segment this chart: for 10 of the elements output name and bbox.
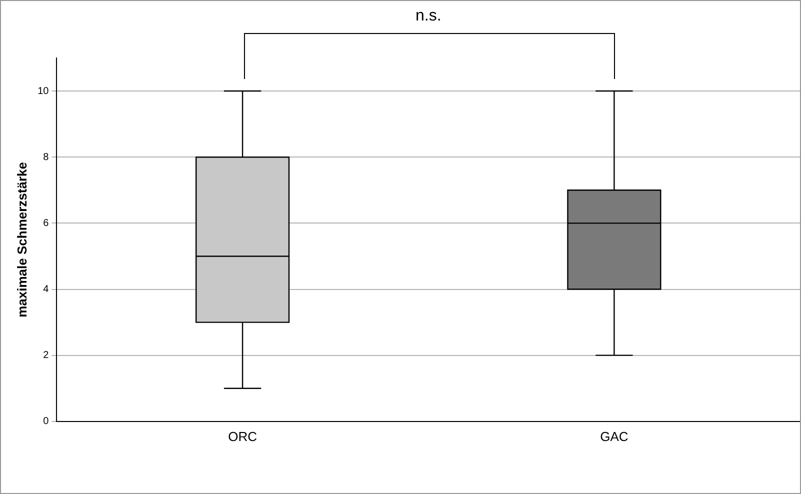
y-tick-label: 4 bbox=[43, 284, 50, 296]
y-tick-label: 10 bbox=[38, 86, 50, 97]
y-tick-label: 0 bbox=[43, 416, 50, 428]
y-tick-label: 2 bbox=[43, 350, 50, 362]
y-axis-title: maximale Schmerzstärke bbox=[14, 162, 30, 318]
text: n.s. bbox=[415, 7, 442, 24]
y-tick-label: 6 bbox=[43, 218, 50, 229]
y-tick-label: 8 bbox=[43, 152, 50, 163]
x-tick-label: GAC bbox=[600, 428, 628, 444]
x-tick-label: ORC bbox=[228, 428, 257, 444]
